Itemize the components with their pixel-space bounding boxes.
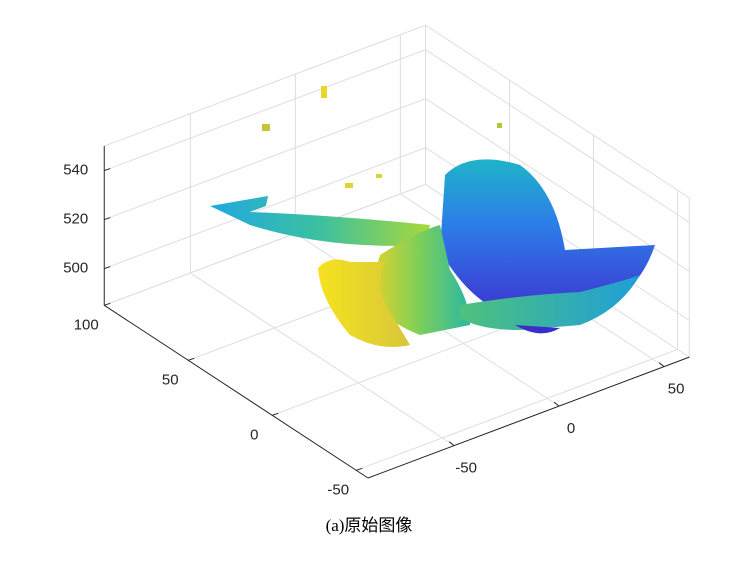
grid-line: [356, 348, 678, 471]
cloud-fin: [460, 275, 640, 330]
cloud-speck: [497, 123, 502, 128]
cloud-speck: [321, 86, 327, 98]
y-tick-label: 50: [162, 371, 179, 388]
grid-line: [104, 49, 426, 172]
z-tick-label: 500: [63, 260, 88, 277]
pane-edge: [104, 24, 426, 147]
z-tick-label: 540: [63, 162, 88, 179]
cloud-speck: [345, 183, 353, 188]
grid-line: [104, 98, 426, 221]
cloud-middle: [370, 225, 470, 335]
grid-line: [425, 98, 690, 272]
pane-edge: [425, 24, 690, 199]
cloud-yellow: [318, 259, 410, 348]
cloud-bottom: [515, 325, 560, 334]
grid-line: [190, 272, 455, 447]
tick-mark: [272, 412, 279, 416]
x-tick-label: -50: [455, 460, 477, 477]
cloud-speck: [262, 124, 270, 131]
grid-line: [104, 147, 426, 270]
x-tick-label: 50: [668, 381, 685, 398]
caption: (a)原始图像: [326, 516, 413, 535]
grid-line: [425, 49, 690, 223]
tick-mark: [104, 217, 111, 221]
tick-mark: [104, 266, 111, 270]
point-cloud: [210, 86, 655, 348]
cloud-dome: [440, 159, 655, 320]
tick-mark: [188, 357, 195, 361]
y-tick-label: 0: [250, 426, 258, 443]
tick-mark: [448, 441, 455, 447]
z-tick-label: 520: [63, 211, 88, 228]
x-tick-label: 0: [567, 420, 575, 437]
cloud-wing: [210, 196, 430, 246]
tick-mark: [104, 302, 111, 306]
y-tick-label: 100: [74, 316, 99, 333]
axes-grid: [103, 24, 690, 479]
tick-mark: [658, 362, 665, 368]
y-axis: [103, 304, 369, 479]
tick-mark: [356, 467, 363, 471]
cloud-speck: [376, 174, 382, 178]
tick-mark: [104, 168, 111, 172]
y-tick-label: -50: [327, 481, 349, 498]
grid-line: [104, 183, 426, 306]
tick-mark: [553, 401, 560, 407]
x-axis: [367, 356, 690, 479]
